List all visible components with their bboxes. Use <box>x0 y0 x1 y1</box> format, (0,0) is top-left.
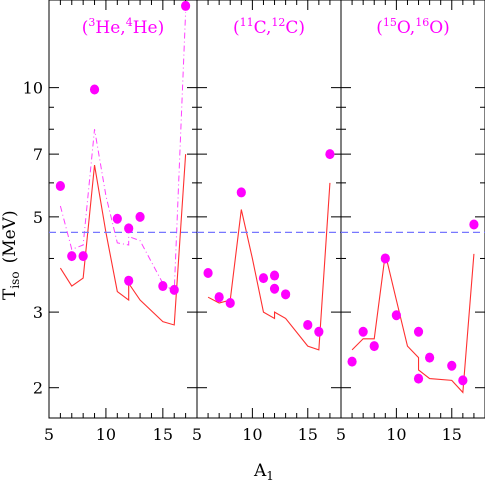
panel-3: 5 10 15(15O,16O) <box>336 0 485 444</box>
y-tick-label: 3 <box>33 303 43 322</box>
data-point <box>112 213 122 224</box>
data-point <box>303 319 313 330</box>
y-tick-label: 2 <box>33 379 43 398</box>
data-point <box>380 253 390 264</box>
panel-label: (3He,4He) <box>82 16 164 38</box>
y-tick-label: 10 <box>23 79 43 98</box>
panel-frame <box>48 0 198 419</box>
data-point <box>269 283 280 294</box>
model-line <box>59 154 187 326</box>
x-axis-label-sub: 1 <box>266 469 274 483</box>
model-line <box>351 253 475 394</box>
y-axis-label-sub: iso <box>8 271 22 288</box>
y-axis-label-main: T <box>0 288 20 300</box>
data-point <box>158 281 168 292</box>
x-tick-label: 10 <box>242 425 262 444</box>
y-tick-label: 7 <box>33 145 43 164</box>
data-point <box>325 149 335 160</box>
panel-label-part: 11 <box>240 16 254 29</box>
y-axis-label: Tiso (MeV) <box>0 210 22 300</box>
data-point <box>347 356 357 367</box>
data-point <box>425 352 435 363</box>
x-tick-label: 15 <box>442 425 462 444</box>
panel-label-part: He) <box>133 18 165 38</box>
panel-label-part: 3 <box>88 16 95 29</box>
data-point <box>413 373 424 384</box>
data-point <box>89 84 100 95</box>
y-tick-label: 5 <box>33 208 43 227</box>
x-tick-label: 15 <box>298 425 318 444</box>
panel-label-part: 12 <box>271 16 285 29</box>
model-alt-line <box>59 12 187 293</box>
panel-label-part: 15 <box>383 16 397 29</box>
data-point <box>413 326 424 337</box>
panel-label-part: ( <box>376 18 383 38</box>
data-point <box>236 187 246 198</box>
data-point <box>369 341 379 352</box>
panel-label-part: ( <box>233 18 240 38</box>
x-tick-label: 10 <box>386 425 406 444</box>
data-point <box>203 268 213 279</box>
panel-label-part: C, <box>254 18 272 38</box>
x-axis-label-main: A <box>253 461 267 481</box>
panel-label-part: 4 <box>126 16 133 29</box>
data-point <box>67 251 77 262</box>
data-point <box>124 275 134 286</box>
data-point <box>269 270 280 281</box>
x-tick-label: 10 <box>96 425 116 444</box>
data-point <box>169 284 179 295</box>
x-tick-label: 5 <box>336 425 346 444</box>
data-point <box>78 251 88 262</box>
panel-frame <box>196 0 342 419</box>
panel-frame <box>340 0 485 419</box>
data-point <box>135 211 145 222</box>
data-point <box>458 375 468 386</box>
x-axis-label: A1 <box>253 461 274 483</box>
panel-2: 5 10 15 (11C,12C) <box>192 0 342 444</box>
data-point <box>258 273 269 284</box>
panel-label-part: 16 <box>415 16 429 29</box>
data-point <box>181 0 191 11</box>
panel-label: (15O,16O) <box>376 16 450 38</box>
data-point <box>447 360 457 371</box>
data-point <box>225 298 235 309</box>
panel-label-part: C) <box>285 18 305 38</box>
data-point <box>281 289 291 300</box>
y-axis-label-unit: (MeV) <box>0 210 20 263</box>
panel-label-part: O) <box>429 18 450 38</box>
data-point <box>124 223 134 234</box>
axis-labels: Tiso (MeV) A1 <box>0 210 274 483</box>
data-point <box>214 292 224 303</box>
x-tick-label: 15 <box>153 425 173 444</box>
panel-label-part: ( <box>82 18 89 38</box>
panel-label-part: O, <box>397 18 415 38</box>
panel-label: (11C,12C) <box>233 16 305 38</box>
panel-label-part: He, <box>95 18 125 38</box>
data-point <box>358 326 368 337</box>
data-point <box>55 181 65 192</box>
data-point <box>391 310 401 321</box>
x-tick-label: 5 <box>44 425 54 444</box>
data-point <box>314 326 324 337</box>
x-tick-label: 5 <box>192 425 202 444</box>
data-point <box>469 219 479 230</box>
